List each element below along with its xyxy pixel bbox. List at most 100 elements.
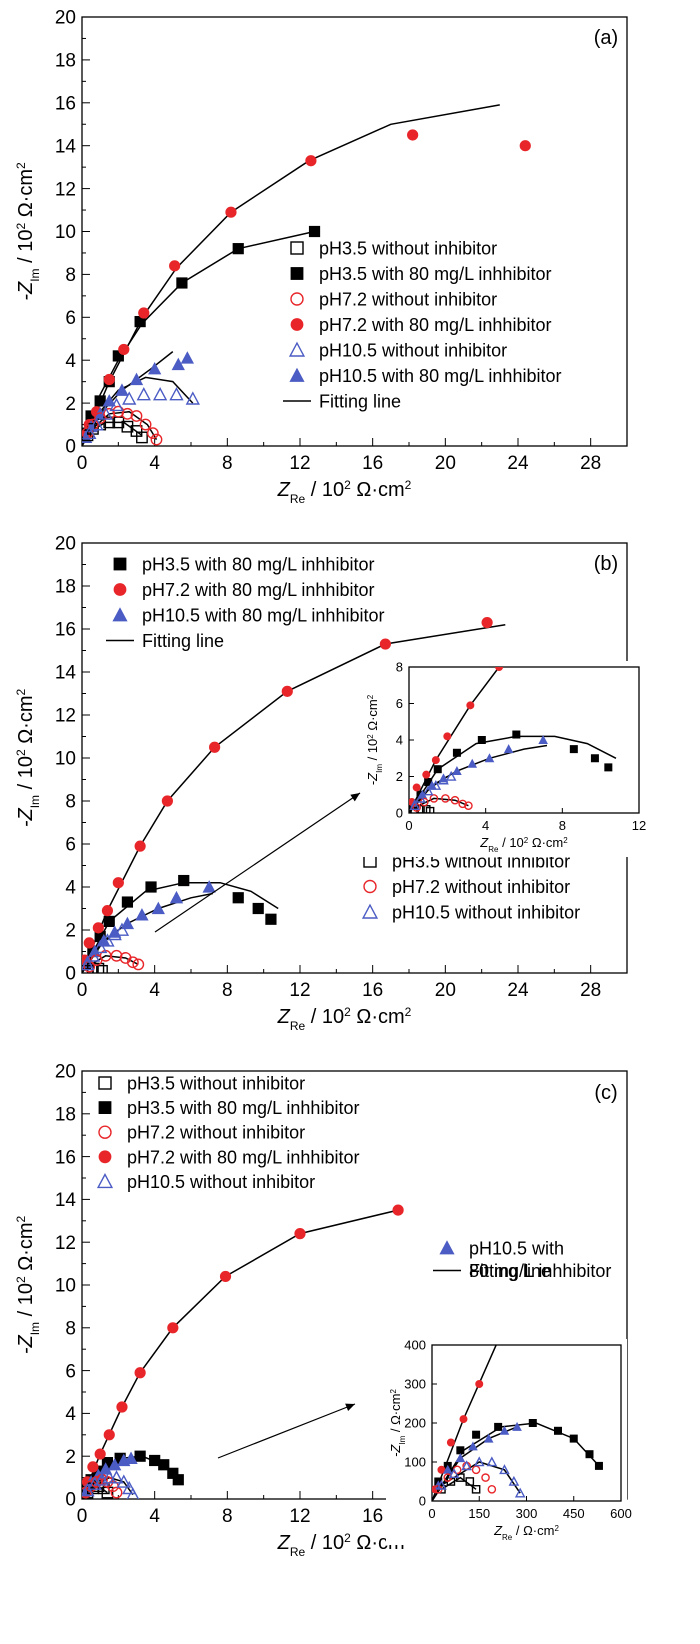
data-point-triangle-open xyxy=(473,1456,485,1467)
x-axis-label: ZRe / 102 Ω·cm2 xyxy=(277,478,412,506)
data-point-triangle xyxy=(180,351,195,364)
legend-label: Fitting line xyxy=(142,631,224,651)
y-tick-label: 200 xyxy=(404,1416,426,1431)
y-axis-label: -ZIm / 102 Ω·cm2 xyxy=(14,689,42,828)
data-point-triangle xyxy=(202,880,216,893)
data-point-triangle-open xyxy=(109,397,124,412)
x-tick-label: 4 xyxy=(149,1506,160,1527)
fitting-line xyxy=(82,881,279,973)
data-point-triangle xyxy=(135,908,149,921)
data-point-circle xyxy=(407,129,419,141)
x-tick-label: 450 xyxy=(563,1506,585,1521)
fitting-line xyxy=(87,410,158,440)
legend-label: pH7.2 without inhibitor xyxy=(319,289,497,309)
y-tick-label: 6 xyxy=(396,696,403,711)
x-tick-label: 24 xyxy=(507,453,529,474)
x-tick-label: 300 xyxy=(516,1506,538,1521)
data-point-circle-open xyxy=(130,410,143,422)
legend-label: pH3.5 without inhibitor xyxy=(319,238,497,258)
y-tick-label: 4 xyxy=(65,351,76,372)
data-point-triangle-open xyxy=(122,1480,137,1495)
data-point-circle xyxy=(481,616,493,629)
data-point-circle xyxy=(466,701,475,710)
inset-x-axis-label: ZRe / Ω·cm2 xyxy=(493,1523,559,1542)
data-point-square xyxy=(158,1459,170,1471)
data-point-square-open xyxy=(425,806,435,813)
data-point-triangle-open xyxy=(82,425,97,440)
y-tick-label: 4 xyxy=(65,1404,76,1425)
data-point-circle xyxy=(161,795,173,807)
data-point-square xyxy=(590,754,599,763)
data-point-triangle-open xyxy=(82,1482,95,1497)
y-tick-label: 10 xyxy=(55,222,76,243)
legend-label: pH10.5 with 80 mg/L inhhibitor xyxy=(319,366,561,386)
data-point-circle xyxy=(519,140,531,152)
data-point-triangle-open xyxy=(93,939,108,954)
data-point-triangle xyxy=(108,1457,122,1471)
data-point-circle xyxy=(225,206,237,218)
data-point-circle xyxy=(219,1270,232,1283)
plot-area xyxy=(82,616,506,973)
data-point-circle xyxy=(83,937,95,949)
data-point-circle-open xyxy=(487,1485,497,1494)
y-tick-label: 10 xyxy=(55,1276,76,1297)
data-point-square xyxy=(452,748,461,757)
data-point-square xyxy=(232,243,244,255)
y-tick-label: 18 xyxy=(55,1104,76,1125)
y-axis-label: -ZIm / 102 Ω·cm2 xyxy=(14,162,42,301)
x-tick-label: 12 xyxy=(632,818,646,833)
data-point-triangle-open xyxy=(430,780,442,790)
y-tick-label: 6 xyxy=(65,308,76,329)
data-point-triangle-open xyxy=(438,774,449,785)
legend-marker-circle xyxy=(98,1150,112,1164)
data-point-square-open xyxy=(96,964,108,973)
x-tick-label: 20 xyxy=(435,453,456,474)
data-point-circle xyxy=(209,741,221,753)
inset-background xyxy=(386,1339,627,1545)
y-tick-label: 2 xyxy=(65,921,76,942)
x-tick-label: 8 xyxy=(222,453,233,474)
data-point-triangle xyxy=(102,394,116,407)
data-point-circle xyxy=(116,1401,128,1413)
data-point-circle xyxy=(437,1465,446,1474)
data-point-square xyxy=(121,896,134,908)
data-point-triangle-open xyxy=(100,933,115,947)
data-point-circle xyxy=(392,1204,404,1216)
y-tick-label: 0 xyxy=(396,806,403,821)
data-point-triangle xyxy=(455,1453,466,1463)
data-point-square xyxy=(494,1422,503,1431)
data-point-triangle xyxy=(151,901,165,915)
data-point-circle-open xyxy=(450,795,460,805)
data-point-square-open xyxy=(465,1477,475,1486)
legend-marker-circle-open xyxy=(290,292,304,306)
data-point-triangle-open xyxy=(514,1487,526,1498)
fitting-line xyxy=(82,623,506,973)
x-tick-label: 4 xyxy=(482,818,489,833)
plot-area xyxy=(432,1345,603,1501)
data-point-triangle-open xyxy=(82,956,95,971)
y-tick-label: 16 xyxy=(55,1147,76,1168)
y-tick-label: 12 xyxy=(55,1233,76,1254)
data-point-square xyxy=(308,225,321,238)
data-point-triangle-open xyxy=(114,922,130,936)
x-tick-label: 16 xyxy=(362,980,383,1001)
data-point-square xyxy=(176,277,188,289)
legend-marker-triangle-open xyxy=(288,341,306,357)
x-tick-label: 28 xyxy=(580,980,601,1001)
legend-label: pH7.2 with 80 mg/L inhhibitor xyxy=(127,1147,359,1167)
x-tick-label: 0 xyxy=(405,818,412,833)
x-tick-label: 8 xyxy=(559,818,566,833)
y-tick-label: 20 xyxy=(55,8,76,29)
legend-marker-circle-open xyxy=(363,879,377,894)
inset-chart: 0 4 8 12 0 2 4 6 8 ZRe / 102 Ω·cm2 -ZIm / 102 Ω·cm… xyxy=(365,660,646,854)
data-point-circle-open xyxy=(464,801,473,811)
y-axis-label: -ZIm / 102 Ω·cm2 xyxy=(14,1216,42,1355)
data-point-circle xyxy=(459,1415,468,1424)
data-point-square xyxy=(585,1450,594,1459)
legend-label: pH10.5 with 80 mg/L inhhibitor xyxy=(142,605,384,625)
data-point-triangle-open xyxy=(445,770,457,781)
inset-y-axis-label: -ZIm / 102 Ω·cm2 xyxy=(365,694,384,785)
y-tick-label: 12 xyxy=(55,179,76,200)
